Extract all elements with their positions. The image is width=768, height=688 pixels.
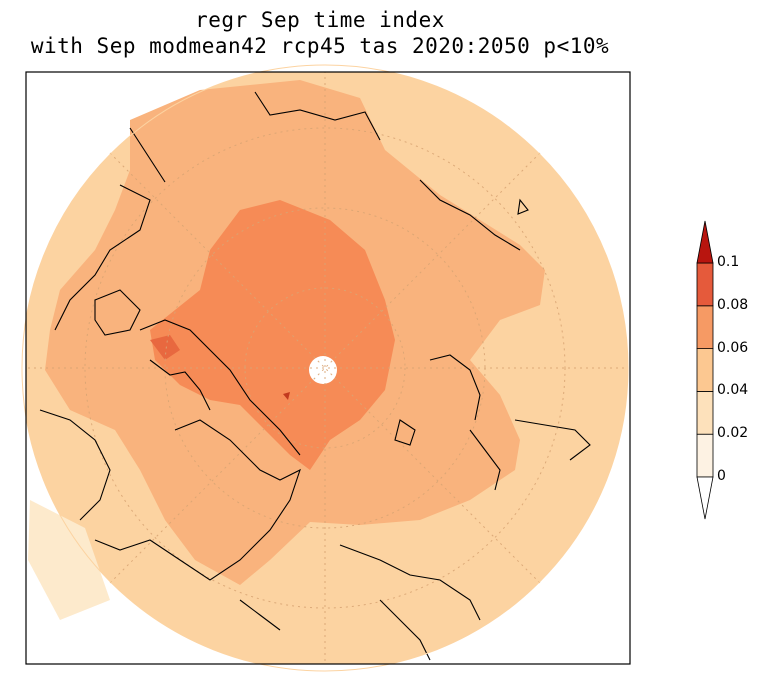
colorbar-tick-label: 0 — [717, 468, 726, 484]
map-disc-edge — [21, 64, 629, 672]
colorbar-segment — [696, 390, 714, 435]
colorbar-segment — [696, 262, 714, 307]
colorbar-tick-label: 0.04 — [717, 382, 749, 399]
contour-006-008 — [150, 200, 395, 470]
low-value-patch — [28, 500, 110, 620]
high-value-marker — [283, 392, 290, 400]
map-frame — [25, 71, 631, 665]
colorbar-tick-label: 0.1 — [717, 254, 740, 270]
colorbar-tick-label: 0.06 — [717, 339, 749, 356]
colorbar-segment — [696, 348, 714, 392]
colorbar-segment — [696, 305, 714, 349]
map-title-line2: with Sep modmean42 rcp45 tas 2020:2050 p… — [30, 34, 610, 58]
colorbar-tick-label: 0.02 — [717, 425, 749, 442]
map-title-line1: regr Sep time index — [195, 8, 445, 32]
colorbar-top-arrow — [696, 220, 714, 264]
coastlines — [39, 91, 591, 661]
colorbar-segment — [696, 433, 714, 478]
colorbar-tick-label: 0.08 — [717, 296, 749, 313]
graticule — [26, 72, 628, 664]
colorbar-bottom-arrow — [696, 476, 714, 520]
contour-008-spot — [150, 335, 180, 360]
